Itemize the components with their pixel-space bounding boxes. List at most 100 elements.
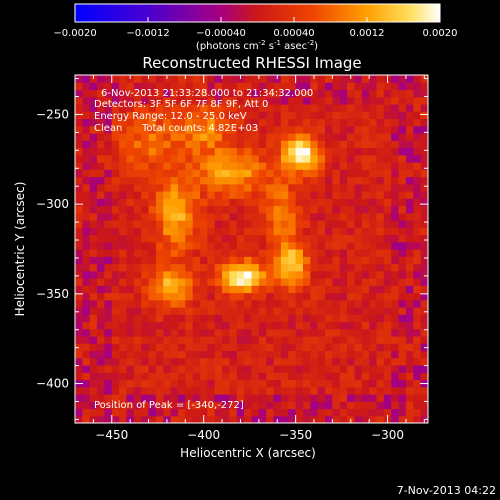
heatmap-cell: [177, 343, 186, 352]
heatmap-cell: [229, 379, 238, 388]
heatmap-cell: [361, 321, 370, 330]
heatmap-cell: [280, 191, 289, 199]
heatmap-cell: [155, 408, 164, 417]
heatmap-cell: [133, 111, 142, 120]
heatmap-cell: [398, 176, 407, 185]
heatmap-cell: [200, 183, 208, 192]
heatmap-cell: [207, 220, 216, 228]
heatmap-cell: [126, 133, 135, 141]
heatmap-cell: [126, 263, 135, 272]
heatmap-cell: [361, 256, 370, 265]
heatmap-cell: [222, 386, 231, 395]
footer-date: 7-Nov-2013 04:22: [397, 484, 496, 497]
heatmap-cell: [133, 133, 142, 141]
heatmap-cell: [280, 96, 289, 105]
heatmap-cell: [420, 249, 428, 257]
heatmap-cell: [148, 118, 157, 127]
heatmap-cell: [347, 307, 356, 315]
heatmap-cell: [97, 263, 106, 272]
heatmap-cell: [104, 307, 113, 315]
heatmap-cell: [258, 227, 267, 236]
heatmap-cell: [185, 118, 194, 127]
heatmap-cell: [244, 256, 253, 265]
heatmap-cell: [288, 285, 297, 294]
heatmap-cell: [192, 379, 201, 388]
heatmap-cell: [413, 336, 422, 344]
heatmap-cell: [369, 263, 378, 272]
heatmap-cell: [141, 386, 150, 395]
heatmap-cell: [325, 307, 333, 315]
heatmap-cell: [236, 292, 245, 301]
heatmap-cell: [192, 256, 201, 265]
heatmap-cell: [302, 111, 311, 120]
heatmap-cell: [405, 350, 414, 359]
heatmap-cell: [310, 220, 319, 228]
heatmap-cell: [339, 328, 348, 337]
heatmap-cell: [82, 96, 91, 105]
heatmap-cell: [295, 278, 304, 286]
heatmap-cell: [133, 336, 142, 344]
heatmap-cell: [354, 314, 363, 323]
heatmap-cell: [177, 249, 186, 257]
heatmap-cell: [266, 220, 275, 228]
heatmap-cell: [332, 350, 341, 359]
heatmap-cell: [75, 125, 83, 134]
heatmap-cell: [111, 379, 120, 388]
heatmap-cell: [97, 415, 106, 423]
heatmap-cell: [104, 118, 113, 127]
heatmap-cell: [288, 328, 297, 337]
heatmap-cell: [148, 133, 157, 141]
heatmap-cell: [369, 285, 378, 294]
heatmap-cell: [163, 343, 172, 352]
heatmap-cell: [317, 227, 326, 236]
heatmap-cell: [288, 357, 297, 366]
heatmap-cell: [141, 299, 150, 308]
heatmap-cell: [229, 191, 238, 199]
heatmap-cell: [339, 140, 348, 149]
heatmap-cell: [177, 328, 186, 337]
heatmap-cell: [266, 169, 275, 178]
heatmap-cell: [82, 234, 91, 243]
heatmap-cell: [295, 350, 304, 359]
heatmap-cell: [126, 299, 135, 308]
heatmap-cell: [369, 394, 378, 402]
heatmap-cell: [207, 118, 216, 127]
heatmap-cell: [295, 75, 304, 83]
heatmap-cell: [420, 401, 428, 410]
heatmap-cell: [347, 154, 356, 163]
heatmap-cell: [310, 191, 319, 199]
heatmap-cell: [119, 205, 128, 214]
heatmap-cell: [192, 365, 201, 373]
heatmap-cell: [332, 256, 341, 265]
heatmap-cell: [413, 133, 422, 141]
heatmap-cell: [244, 140, 253, 149]
heatmap-cell: [391, 350, 400, 359]
heatmap-cell: [273, 147, 282, 156]
heatmap-cell: [75, 249, 83, 257]
heatmap-cell: [258, 343, 267, 352]
heatmap-cell: [155, 198, 164, 207]
heatmap-cell: [89, 314, 98, 323]
heatmap-cell: [325, 401, 333, 410]
heatmap-cell: [405, 292, 414, 301]
heatmap-cell: [354, 394, 363, 402]
heatmap-cell: [332, 415, 341, 423]
heatmap-cell: [163, 386, 172, 395]
heatmap-cell: [236, 307, 245, 315]
heatmap-cell: [413, 75, 422, 83]
heatmap-cell: [104, 379, 113, 388]
heatmap-cell: [347, 278, 356, 286]
heatmap-cell: [361, 285, 370, 294]
heatmap-cell: [97, 205, 106, 214]
heatmap-cell: [192, 372, 201, 381]
y-tick-label: −250: [36, 107, 69, 121]
heatmap-cell: [302, 205, 311, 214]
heatmap-cell: [192, 82, 201, 91]
heatmap-cell: [155, 183, 164, 192]
heatmap-cell: [376, 118, 385, 127]
heatmap-cell: [391, 169, 400, 178]
heatmap-cell: [141, 220, 150, 228]
heatmap-cell: [163, 82, 172, 91]
heatmap-cell: [347, 191, 356, 199]
heatmap-cell: [229, 394, 238, 402]
